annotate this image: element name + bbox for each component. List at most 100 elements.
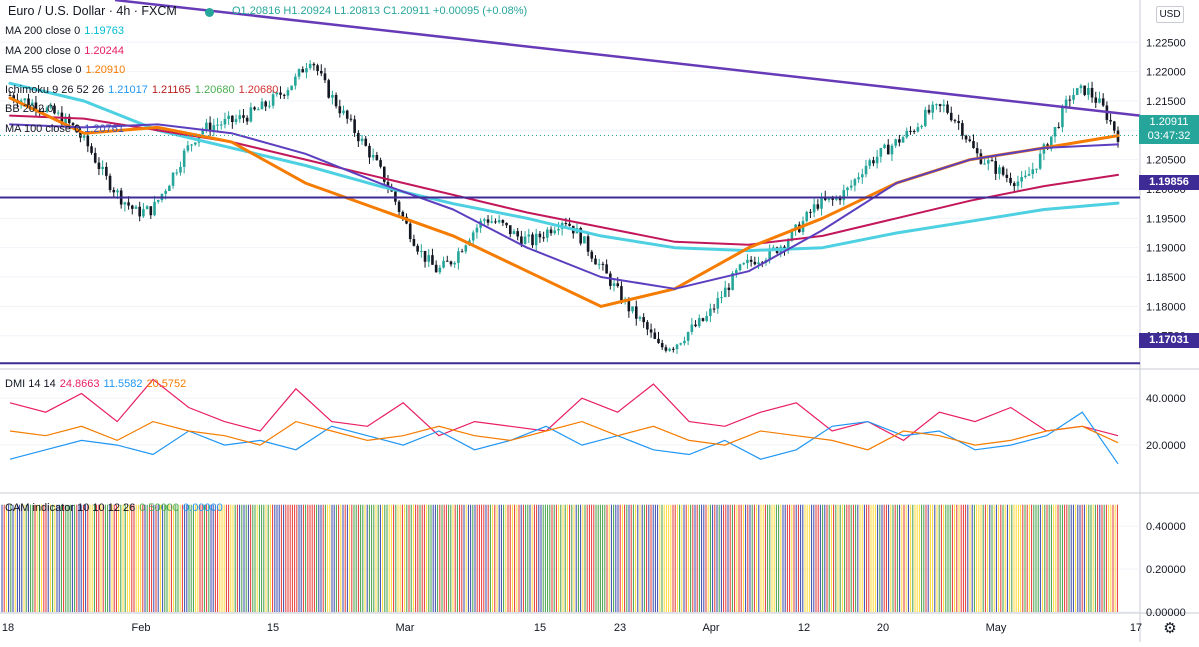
legend-row[interactable]: MA 100 close 0 1.20761: [5, 122, 128, 136]
candle-body: [612, 283, 616, 286]
candle-body: [338, 106, 342, 114]
candle-body: [327, 80, 330, 98]
candle-body: [23, 98, 27, 101]
candle-body: [438, 267, 442, 273]
candle-body: [823, 197, 827, 200]
dmi-legend: DMI 14 14 24.8663 11.5582 20.5752: [5, 377, 190, 391]
candle-body: [716, 298, 720, 309]
ohlc-readout: O1.20816 H1.20924 L1.20813 C1.20911 +0.0…: [232, 5, 527, 17]
dmi-pane: [9, 378, 1119, 465]
currency-button[interactable]: USD: [1156, 6, 1184, 23]
candle-body: [368, 145, 371, 158]
indicator-value: 1.20761: [84, 122, 124, 135]
candle-body: [375, 155, 379, 161]
candle-body: [920, 125, 923, 128]
legend-row[interactable]: Ichimoku 9 26 52 26 1.21017 1.21165 1.20680…: [5, 83, 282, 97]
candle-body: [583, 236, 586, 244]
candle-body: [805, 211, 809, 222]
candle-body: [1094, 97, 1098, 103]
legend-row[interactable]: EMA 55 close 0 1.20910: [5, 63, 129, 77]
cam-legend: CAM indicator 10 10 12 26 0.50000 0.00000: [5, 501, 227, 515]
indicator-value: 0.00000: [183, 502, 223, 514]
price-tick-label: 1.22000: [1146, 67, 1186, 79]
candle-body: [397, 201, 401, 212]
candle-body: [772, 247, 775, 249]
candle-body: [697, 318, 701, 327]
candle-body: [846, 187, 849, 191]
indicator-value: 24.8663: [59, 378, 100, 390]
candle-body: [627, 299, 631, 312]
candle-body: [412, 239, 416, 246]
candle-body: [883, 144, 886, 149]
candle-body: [597, 263, 601, 265]
candle-body: [182, 150, 186, 167]
candle-body: [861, 174, 864, 178]
candle-body: [494, 221, 497, 223]
candle-body: [205, 122, 208, 131]
candle-body: [130, 205, 134, 209]
indicator-value: 1.21017: [108, 83, 148, 96]
candle-body: [457, 251, 460, 263]
candle-body: [508, 225, 512, 235]
candle-body: [816, 204, 820, 209]
candle-body: [875, 156, 879, 164]
candle-body: [275, 92, 279, 95]
candle-body: [649, 329, 653, 333]
time-tick-label: Feb: [132, 622, 151, 634]
gear-icon[interactable]: ⚙: [1163, 620, 1176, 637]
candle-body: [586, 236, 590, 252]
candle-body: [34, 102, 38, 111]
candle-body: [45, 107, 49, 112]
candle-body: [245, 117, 249, 122]
legend-row[interactable]: MA 200 close 0 1.20244: [5, 44, 128, 58]
candle-body: [1016, 181, 1020, 187]
candle-body: [445, 260, 449, 262]
candle-body: [56, 112, 60, 114]
candle-body: [712, 308, 716, 310]
candle-body: [579, 228, 582, 244]
candle-body: [186, 145, 190, 151]
candle-body: [201, 130, 204, 135]
candle-body: [208, 122, 212, 132]
candle-body: [427, 255, 431, 262]
candle-body: [564, 222, 568, 224]
indicator-value: 0.50000: [139, 502, 180, 514]
candle-body: [423, 250, 427, 262]
candle-body: [827, 198, 831, 200]
candle-body: [990, 160, 994, 162]
candle-body: [790, 229, 794, 241]
candle-body: [138, 206, 141, 217]
candle-body: [723, 287, 727, 298]
candle-body: [308, 63, 312, 69]
candle-body: [523, 236, 527, 244]
candle-body: [453, 262, 456, 265]
candle-body: [1035, 168, 1038, 170]
time-tick-label: 15: [267, 622, 279, 634]
price-tick-label: 1.20500: [1146, 155, 1186, 167]
candle-body: [668, 348, 671, 351]
candle-body: [471, 232, 475, 241]
candle-body: [901, 137, 905, 143]
candle-body: [675, 344, 679, 350]
candle-body: [794, 224, 797, 230]
candle-body: [71, 123, 75, 126]
bar-countdown-badge: 03:47:32: [1139, 129, 1199, 144]
candle-body: [727, 287, 731, 291]
candle-body: [831, 198, 834, 200]
candle-body: [197, 134, 201, 143]
candle-body: [953, 120, 957, 122]
candle-body: [93, 152, 97, 163]
candle-body: [179, 166, 182, 173]
candle-body: [842, 190, 846, 201]
candle-body: [520, 236, 523, 244]
candle-body: [1009, 177, 1012, 184]
legend-row[interactable]: MA 200 close 0 1.19763: [5, 24, 128, 38]
dmi-line-1: [9, 411, 1119, 465]
candle-body: [319, 70, 323, 74]
candle-body: [401, 211, 405, 217]
legend-row[interactable]: BB 20 2.0: [5, 102, 57, 116]
candle-body: [664, 347, 668, 351]
candle-body: [219, 124, 223, 126]
